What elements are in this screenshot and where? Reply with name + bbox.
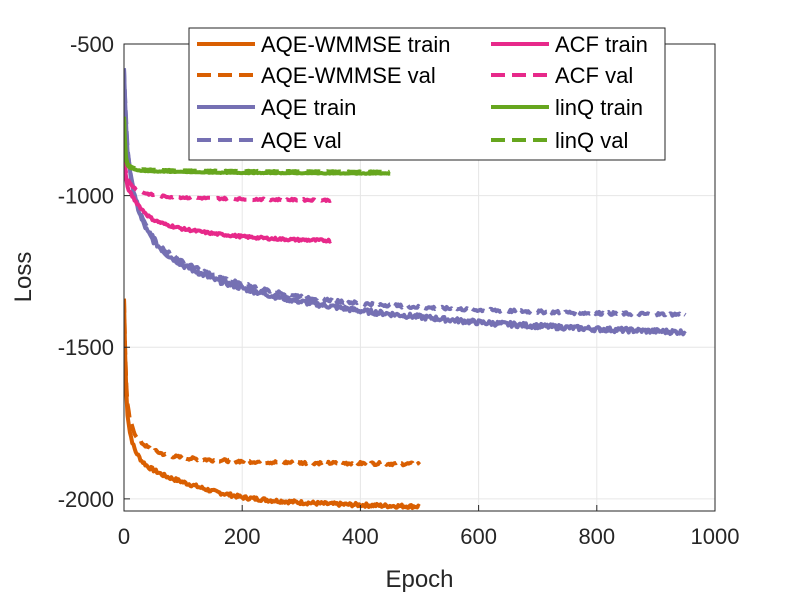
legend-label: AQE-WMMSE val xyxy=(261,63,436,88)
series-line-aqe-train xyxy=(124,68,687,337)
x-tick-label: 800 xyxy=(578,524,615,549)
y-tick-label: -1000 xyxy=(58,184,114,209)
series-line-aqe-wmmse-val xyxy=(124,298,422,468)
y-tick-label: -1500 xyxy=(58,335,114,360)
x-tick-label: 400 xyxy=(342,524,379,549)
legend-label: linQ train xyxy=(555,95,643,120)
y-tick-label: -2000 xyxy=(58,487,114,512)
legend: AQE-WMMSE train AQE-WMMSE val AQE train AQE… xyxy=(188,27,666,161)
series-line-linq-val xyxy=(124,116,391,174)
legend-label: linQ val xyxy=(555,128,628,153)
legend-label: AQE-WMMSE train xyxy=(261,32,450,57)
x-tick-label: 600 xyxy=(460,524,497,549)
x-tick-label: 1000 xyxy=(691,524,740,549)
legend-label: AQE train xyxy=(261,95,356,120)
legend-label: ACF val xyxy=(555,63,633,88)
x-tick-label: 0 xyxy=(118,524,130,549)
series-layer xyxy=(124,68,687,510)
legend-label: ACF train xyxy=(555,32,648,57)
series-line-acf-val xyxy=(124,158,332,203)
legend-box xyxy=(188,27,666,161)
x-tick-label: 200 xyxy=(224,524,261,549)
axis-ticks: 0 200 400 600 800 1000 -500 -1000 -1500 -2000 xyxy=(58,32,740,549)
series-line-acf-train xyxy=(124,158,332,244)
y-axis-label: Loss xyxy=(10,252,37,303)
legend-label: AQE val xyxy=(261,128,342,153)
x-axis-label: Epoch xyxy=(385,566,453,593)
series-line-aqe-wmmse-train xyxy=(124,298,421,510)
y-tick-label: -500 xyxy=(70,32,114,57)
